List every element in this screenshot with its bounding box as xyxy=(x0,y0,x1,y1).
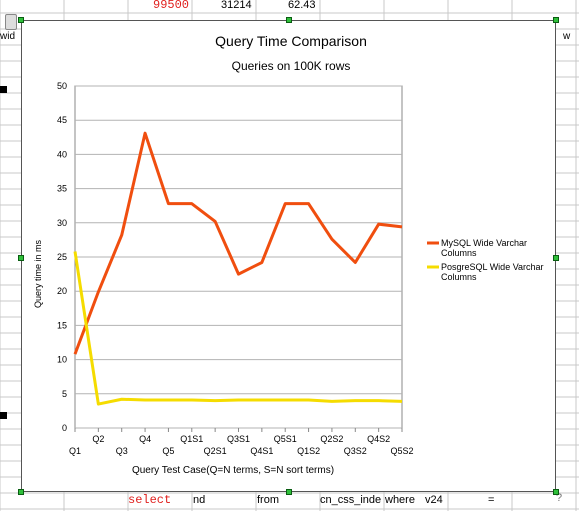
cell-select[interactable]: select xyxy=(128,493,172,507)
cell-equals[interactable]: = xyxy=(488,494,495,506)
legend-label: MySQL Wide Varchar xyxy=(441,238,527,248)
x-tick-label: Q1S1 xyxy=(180,434,203,444)
anchor-icon[interactable] xyxy=(5,14,17,30)
legend-label: Columns xyxy=(441,248,477,258)
x-tick-label: Q5S2 xyxy=(390,446,413,456)
cell-v24[interactable]: v24 xyxy=(425,494,443,506)
cell-label-left[interactable]: wid xyxy=(0,31,16,42)
chart-subtitle: Queries on 100K rows xyxy=(232,59,351,73)
cell-value-a[interactable]: 99500 xyxy=(153,0,190,12)
resize-handle-t[interactable] xyxy=(286,17,292,23)
x-tick-label: Q4 xyxy=(139,434,151,444)
x-tick-label: Q5S1 xyxy=(274,434,297,444)
legend-label: PosgreSQL Wide Varchar xyxy=(441,262,544,272)
series-line-1 xyxy=(73,131,403,355)
resize-handle-bl[interactable] xyxy=(18,489,24,495)
resize-handle-br[interactable] xyxy=(553,489,559,495)
y-tick-label: 25 xyxy=(57,252,67,262)
chart-frame[interactable]: Query Time Comparison Queries on 100K ro… xyxy=(21,20,556,492)
legend-label: Columns xyxy=(441,272,477,282)
cell-value-b[interactable]: 31214 xyxy=(221,0,252,11)
y-tick-label: 35 xyxy=(57,184,67,194)
x-tick-label: Q3S1 xyxy=(227,434,250,444)
cell-index[interactable]: cn_css_inde xyxy=(320,494,382,506)
x-tick-label: Q1S2 xyxy=(297,446,320,456)
row-anchor-top xyxy=(0,86,7,93)
x-axis-label: Query Test Case(Q=N terms, S=N sort term… xyxy=(132,465,334,476)
y-tick-label: 30 xyxy=(57,218,67,228)
series-line-2 xyxy=(73,251,403,406)
y-tick-label: 5 xyxy=(62,389,67,399)
y-tick-label: 40 xyxy=(57,149,67,159)
chart: Query Time Comparison Queries on 100K ro… xyxy=(33,33,544,476)
cell-from[interactable]: from xyxy=(257,494,279,506)
y-tick-label: 10 xyxy=(57,355,67,365)
x-tick-label: Q2 xyxy=(92,434,104,444)
chart-title: Query Time Comparison xyxy=(215,33,367,49)
cell-nd[interactable]: nd xyxy=(193,494,206,506)
x-tick-label: Q2S1 xyxy=(204,446,227,456)
resize-handle-tl[interactable] xyxy=(18,17,24,23)
resize-handle-b[interactable] xyxy=(286,489,292,495)
x-tick-label: Q5 xyxy=(162,446,174,456)
x-tick-label: Q4S1 xyxy=(250,446,273,456)
y-tick-label: 20 xyxy=(57,286,67,296)
cell-where[interactable]: where xyxy=(385,494,415,506)
y-tick-label: 0 xyxy=(62,423,67,433)
resize-handle-l[interactable] xyxy=(18,255,24,261)
x-tick-label: Q4S2 xyxy=(367,434,390,444)
resize-handle-tr[interactable] xyxy=(553,17,559,23)
resize-handle-r[interactable] xyxy=(553,255,559,261)
x-tick-label: Q3 xyxy=(116,446,128,456)
x-tick-label: Q3S2 xyxy=(344,446,367,456)
row-anchor-bottom xyxy=(0,412,7,419)
cell-question[interactable]: ? xyxy=(556,492,563,504)
cell-label-right[interactable]: w xyxy=(563,31,571,42)
y-tick-label: 50 xyxy=(57,81,67,91)
y-tick-label: 15 xyxy=(57,320,67,330)
cell-value-c[interactable]: 62.43 xyxy=(288,0,316,11)
y-tick-label: 45 xyxy=(57,115,67,125)
x-tick-label: Q2S2 xyxy=(320,434,343,444)
x-tick-label: Q1 xyxy=(69,446,81,456)
y-axis-label: Query time in ms xyxy=(33,239,43,308)
